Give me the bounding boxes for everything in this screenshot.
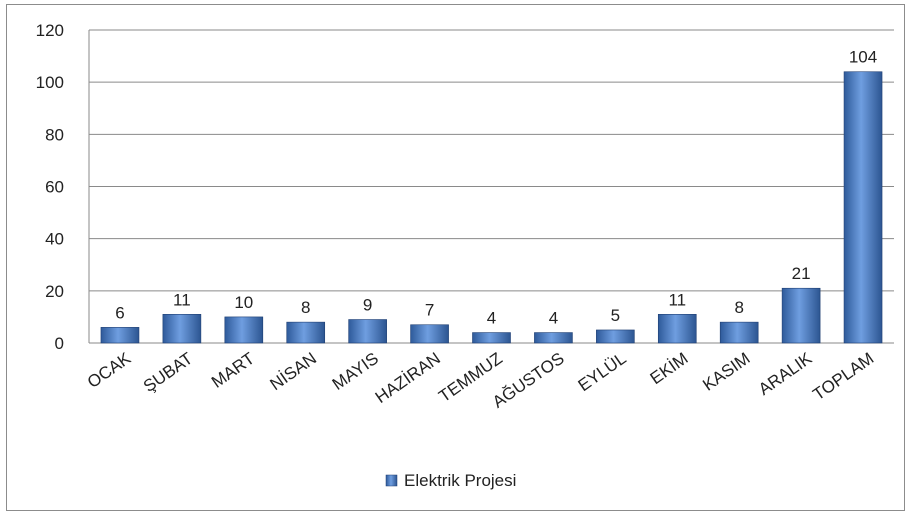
data-label: 7 (425, 301, 434, 320)
bar (472, 332, 511, 344)
bar (843, 71, 883, 344)
legend-swatch (385, 474, 398, 487)
bar (657, 314, 697, 344)
data-label: 21 (792, 264, 811, 283)
y-tick-label: 100 (36, 73, 64, 92)
x-tick-label: MART (208, 349, 258, 392)
bar (162, 314, 202, 344)
x-tick-label: ŞUBAT (140, 349, 196, 396)
bar (100, 327, 140, 344)
data-label: 10 (234, 293, 253, 312)
bar (596, 329, 635, 344)
data-label: 9 (363, 296, 372, 315)
bars (100, 71, 883, 344)
data-label: 5 (611, 306, 620, 325)
y-tick-label: 0 (55, 334, 64, 353)
x-tick-label: OCAK (84, 348, 135, 392)
y-tick-label: 40 (45, 230, 64, 249)
bar (224, 316, 264, 344)
data-label: 104 (849, 48, 877, 67)
x-tick-labels: OCAK ŞUBAT MART NİSAN MAYISHAZİRANTEMMUZAĞUS… (84, 348, 877, 411)
x-tick-label: ARALIK (755, 348, 816, 399)
x-tick-label: HAZİRAN (372, 349, 444, 407)
y-tick-label: 120 (36, 21, 64, 40)
bar (286, 321, 326, 344)
data-label: 6 (115, 303, 124, 322)
x-tick-label: KASIM (699, 349, 753, 395)
data-label: 4 (549, 309, 558, 328)
y-tick-labels: 0 20 40 60 80 100 120 (36, 21, 64, 353)
data-labels: 6 11 10 8 9 7 4 4 5 11 8 21 104 (115, 48, 877, 328)
x-tick-label: MAYIS (329, 349, 382, 394)
bar (348, 319, 387, 344)
legend-label: Elektrik Projesi (404, 471, 516, 490)
x-tick-label: EYLÜL (575, 349, 630, 395)
y-tick-label: 80 (45, 125, 64, 144)
x-tick-label: EKİM (647, 349, 692, 388)
bar (534, 332, 573, 344)
legend: Elektrik Projesi (385, 471, 516, 490)
bar (781, 287, 821, 344)
x-tick-label: NİSAN (267, 349, 320, 394)
y-tick-label: 20 (45, 282, 64, 301)
y-tick-label: 60 (45, 178, 64, 197)
data-label: 11 (173, 290, 191, 309)
bar (719, 321, 759, 344)
x-tick-label: TOPLAM (809, 349, 877, 404)
data-label: 4 (487, 309, 496, 328)
data-label: 8 (734, 298, 743, 317)
gridlines (89, 29, 894, 292)
chart-frame (6, 4, 905, 511)
data-label: 8 (301, 298, 310, 317)
data-label: 11 (668, 290, 686, 309)
bar (410, 324, 449, 344)
